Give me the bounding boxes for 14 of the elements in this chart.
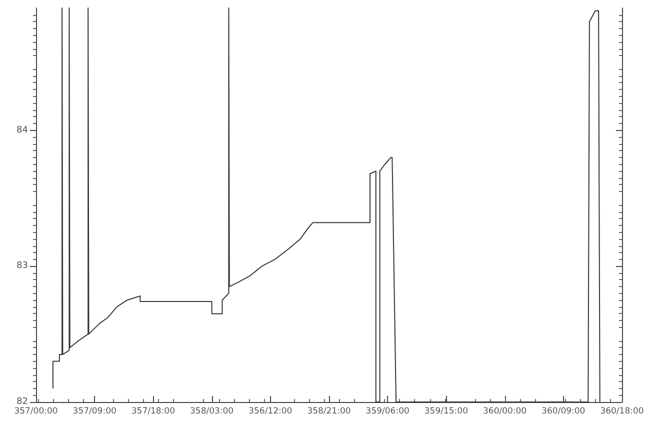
x-tick-label: 359/15:00 — [424, 406, 468, 416]
x-tick-label: 360/09:00 — [542, 406, 586, 416]
y-tick-label: 83 — [16, 261, 28, 272]
x-tick-label: 358/03:00 — [190, 406, 234, 416]
x-tick-label: 358/21:00 — [307, 406, 351, 416]
x-tick-label: 357/18:00 — [131, 406, 175, 416]
x-tick-label: 359/06:00 — [366, 406, 410, 416]
y-tick-label: 84 — [16, 125, 28, 136]
x-tick-label: 360/18:00 — [600, 406, 644, 416]
x-tick-label: 357/09:00 — [72, 406, 116, 416]
y-tick-label: 82 — [16, 397, 28, 407]
x-tick-label: 356/12:00 — [248, 406, 292, 416]
x-tick-label: 360/00:00 — [483, 406, 527, 416]
x-tick-label: 357/00:00 — [14, 406, 58, 416]
